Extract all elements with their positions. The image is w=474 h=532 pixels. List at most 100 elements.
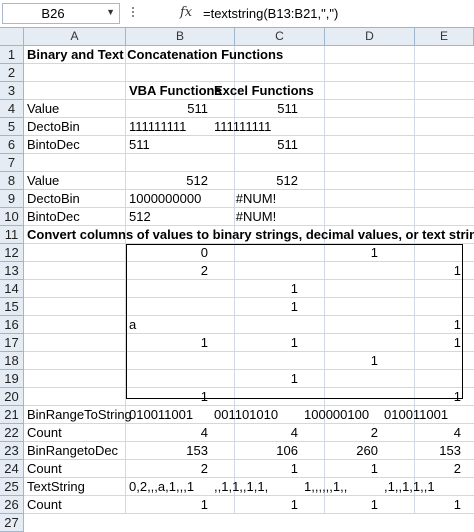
row-header-6[interactable]: 6 bbox=[0, 136, 24, 154]
cell-b9[interactable]: 1000000000 bbox=[129, 191, 202, 206]
cell-c3[interactable]: Excel Functions bbox=[214, 83, 314, 98]
cell-a8[interactable]: Value bbox=[27, 173, 60, 188]
cell-e21[interactable]: 1 bbox=[453, 389, 461, 404]
cell-b17[interactable]: a bbox=[129, 317, 137, 332]
chevron-down-icon[interactable]: ▼ bbox=[106, 7, 115, 17]
cell-e22[interactable]: 010011001 bbox=[384, 407, 449, 422]
cell-e26[interactable]: ,1,,1,1,,1 bbox=[384, 479, 435, 494]
cell-a12[interactable]: Convert columns of values to binary stri… bbox=[27, 227, 474, 242]
row-header-24[interactable]: 24 bbox=[0, 460, 24, 478]
cell-c22[interactable]: 001101010 bbox=[214, 407, 279, 422]
column-header-b[interactable]: B bbox=[126, 28, 235, 46]
cell-a25[interactable]: Count bbox=[27, 461, 62, 476]
cell-b4[interactable]: 511 bbox=[187, 101, 208, 116]
name-box[interactable]: B26 ▼ bbox=[2, 3, 120, 24]
cell-b22[interactable]: 010011001 bbox=[129, 407, 194, 422]
cell-a22[interactable]: BinRangeToString bbox=[27, 407, 132, 422]
cell-d22[interactable]: 100000100 bbox=[304, 407, 370, 422]
row-header-19[interactable]: 19 bbox=[0, 370, 24, 388]
column-header-a[interactable]: A bbox=[24, 28, 126, 46]
cell-c26[interactable]: ,,1,1,,1,1, bbox=[214, 479, 269, 494]
cell-e18[interactable]: 1 bbox=[453, 335, 461, 350]
cell-c18[interactable]: 1 bbox=[290, 335, 298, 350]
cell-d26[interactable]: 1,,,,,,1,, bbox=[304, 479, 348, 494]
cell-b18[interactable]: 1 bbox=[200, 335, 208, 350]
resize-handle-icon[interactable] bbox=[131, 7, 135, 21]
cell-b26[interactable]: 0,2,,,a,1,,,1 bbox=[129, 479, 195, 494]
column-header-d[interactable]: D bbox=[325, 28, 415, 46]
cell-e17[interactable]: 1 bbox=[453, 317, 461, 332]
cell-c9[interactable]: #NUM! bbox=[235, 191, 277, 206]
cell-a26[interactable]: TextString bbox=[27, 479, 85, 494]
cell-c6[interactable]: 511 bbox=[277, 137, 298, 152]
cell-d24[interactable]: 260 bbox=[356, 443, 378, 458]
row-header-3[interactable]: 3 bbox=[0, 82, 24, 100]
cell-a27[interactable]: Count bbox=[27, 497, 62, 512]
row-header-1[interactable]: 1 bbox=[0, 46, 24, 64]
formula-input[interactable]: =textstring(B13:B21,",") bbox=[203, 6, 339, 21]
cell-d13[interactable]: 1 bbox=[370, 245, 378, 260]
row-header-18[interactable]: 18 bbox=[0, 352, 24, 370]
cell-a9[interactable]: DectoBin bbox=[27, 191, 80, 206]
cell-b25[interactable]: 2 bbox=[200, 461, 208, 476]
row-header-12[interactable]: 12 bbox=[0, 244, 24, 262]
column-header-c[interactable]: C bbox=[235, 28, 325, 46]
row-header-14[interactable]: 14 bbox=[0, 280, 24, 298]
cell-b6[interactable]: 511 bbox=[129, 137, 150, 152]
cell-e23[interactable]: 4 bbox=[453, 425, 461, 440]
cell-a5[interactable]: DectoBin bbox=[27, 119, 80, 134]
cell-c24[interactable]: 106 bbox=[276, 443, 298, 458]
cell-b23[interactable]: 4 bbox=[200, 425, 208, 440]
row-header-23[interactable]: 23 bbox=[0, 442, 24, 460]
cell-c4[interactable]: 511 bbox=[277, 101, 298, 116]
cell-c15[interactable]: 1 bbox=[290, 281, 298, 296]
row-header-4[interactable]: 4 bbox=[0, 100, 24, 118]
cell-b21[interactable]: 1 bbox=[200, 389, 208, 404]
row-header-20[interactable]: 20 bbox=[0, 388, 24, 406]
insert-function-icon[interactable]: fx bbox=[180, 5, 193, 20]
cell-b14[interactable]: 2 bbox=[200, 263, 208, 278]
cell-d25[interactable]: 1 bbox=[370, 461, 378, 476]
row-header-11[interactable]: 11 bbox=[0, 226, 24, 244]
row-header-27[interactable]: 27 bbox=[0, 514, 24, 532]
row-header-9[interactable]: 9 bbox=[0, 190, 24, 208]
cell-e24[interactable]: 153 bbox=[439, 443, 461, 458]
cell-c25[interactable]: 1 bbox=[290, 461, 298, 476]
select-all-corner[interactable] bbox=[0, 28, 24, 46]
row-header-17[interactable]: 17 bbox=[0, 334, 24, 352]
cell-c10[interactable]: #NUM! bbox=[235, 209, 277, 224]
row-header-16[interactable]: 16 bbox=[0, 316, 24, 334]
row-header-2[interactable]: 2 bbox=[0, 64, 24, 82]
cell-e25[interactable]: 2 bbox=[453, 461, 461, 476]
cell-e14[interactable]: 1 bbox=[453, 263, 461, 278]
cell-d19[interactable]: 1 bbox=[370, 353, 378, 368]
row-header-21[interactable]: 21 bbox=[0, 406, 24, 424]
cell-b24[interactable]: 153 bbox=[186, 443, 208, 458]
cell-b5[interactable]: 111111111 bbox=[129, 119, 187, 134]
cell-a6[interactable]: BintoDec bbox=[27, 137, 80, 152]
cell-d27[interactable]: 1 bbox=[370, 497, 378, 512]
cell-b3[interactable]: VBA Functions bbox=[129, 83, 222, 98]
cell-a1[interactable]: Binary and Text Concatenation Functions bbox=[27, 47, 284, 62]
row-header-5[interactable]: 5 bbox=[0, 118, 24, 136]
cell-b10[interactable]: 512 bbox=[129, 209, 151, 224]
column-header-e[interactable]: E bbox=[415, 28, 474, 46]
cell-c27[interactable]: 1 bbox=[290, 497, 298, 512]
worksheet-grid[interactable] bbox=[24, 46, 474, 514]
row-header-13[interactable]: 13 bbox=[0, 262, 24, 280]
row-header-15[interactable]: 15 bbox=[0, 298, 24, 316]
row-header-22[interactable]: 22 bbox=[0, 424, 24, 442]
cell-a24[interactable]: BinRangetoDec bbox=[27, 443, 119, 458]
cell-e27[interactable]: 1 bbox=[453, 497, 461, 512]
cell-c16[interactable]: 1 bbox=[290, 299, 298, 314]
cell-a4[interactable]: Value bbox=[27, 101, 60, 116]
cell-d23[interactable]: 2 bbox=[370, 425, 378, 440]
row-header-8[interactable]: 8 bbox=[0, 172, 24, 190]
cell-c8[interactable]: 512 bbox=[276, 173, 298, 188]
cell-b27[interactable]: 1 bbox=[200, 497, 208, 512]
cell-a23[interactable]: Count bbox=[27, 425, 62, 440]
cell-b13[interactable]: 0 bbox=[200, 245, 208, 260]
cell-c20[interactable]: 1 bbox=[290, 371, 298, 386]
row-header-25[interactable]: 25 bbox=[0, 478, 24, 496]
cell-c5[interactable]: 111111111 bbox=[214, 119, 272, 134]
